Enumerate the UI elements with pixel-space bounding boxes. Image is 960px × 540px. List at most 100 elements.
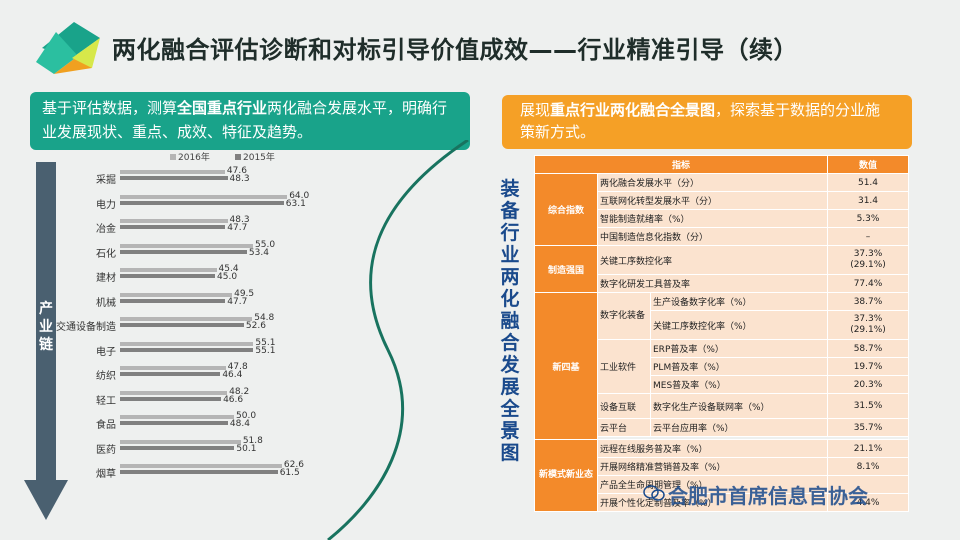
category-label: 采掘 — [96, 175, 116, 186]
row-value: 37.3% (29.1%) — [827, 310, 909, 340]
table-row: PLM普及率（%） 19.7% — [535, 357, 909, 376]
bar-s2016 — [120, 292, 233, 297]
table-row: 新模式新业态 远程在线服务普及率（%） 21.1% — [534, 439, 909, 512]
indicator-table: 指标 数值 综合指数 两化融合发展水平（分） 51.4 互联网化转型发展水平（分… — [534, 155, 909, 512]
data-label: 49.5 — [234, 288, 255, 299]
row-value: 77.4% — [827, 274, 909, 293]
category-label: 轻工 — [96, 395, 116, 407]
wechat-icon — [643, 485, 665, 501]
data-label: 46.4 — [222, 370, 243, 380]
row-label: 智能制造就绪率（%） — [597, 209, 828, 228]
data-label: 48.2 — [229, 386, 250, 397]
right-box-text: 展现 — [520, 101, 551, 119]
data-label: 47.7 — [227, 223, 248, 233]
row-value: 21.1% — [827, 439, 909, 458]
data-label: 52.6 — [245, 321, 266, 331]
row-label: 两化融合发展水平（分） — [597, 173, 828, 192]
data-label: 63.1 — [285, 198, 306, 209]
cat-manufacturing: 制造强国 — [534, 245, 598, 293]
logo-icon — [36, 22, 100, 74]
data-label: 47.8 — [227, 362, 248, 372]
bar-s2016 — [120, 170, 225, 174]
data-label: 55.1 — [255, 337, 276, 348]
row-label: 互联网化转型发展水平（分） — [597, 191, 828, 210]
category-label: 建材 — [96, 273, 116, 284]
bar-s2016 — [120, 415, 234, 419]
bar-s2015 — [120, 347, 254, 352]
page-title: 两化融合评估诊断和对标引导价值成效——行业精准引导（续） — [112, 36, 798, 64]
bar-s2015 — [120, 470, 278, 474]
bar-s2015 — [120, 200, 284, 205]
row-label: 数字化研发工具普及率 — [597, 274, 828, 293]
data-label: 48.4 — [229, 419, 250, 429]
bar-s2015 — [120, 372, 221, 376]
sub-cloud-platform: 云平台 — [597, 418, 651, 437]
row-value: 31.5% — [827, 393, 909, 419]
header-value: 数值 — [827, 155, 909, 174]
sub-digital-equipment: 数字化装备 — [597, 292, 651, 340]
cat-four-bases: 新四基 — [534, 292, 598, 440]
data-label: 50.0 — [236, 411, 257, 421]
left-box-text-2: 两化融合发展水平，明确行业发展现状、重点、成效、特征及趋势。 — [42, 99, 448, 141]
row-label: 关键工序数控化率（%） — [650, 310, 828, 340]
row-value — [827, 475, 909, 494]
data-label: 62.6 — [283, 460, 304, 470]
row-label: 数字化生产设备联网率（%） — [650, 393, 828, 419]
category-label: 冶金 — [96, 224, 116, 235]
arrow-label: 产业链 — [39, 301, 53, 353]
bar-s2016 — [120, 390, 228, 395]
table-row: 工业软件 ERP普及率（%） 58.7% — [535, 339, 909, 394]
data-label: 51.8 — [242, 435, 263, 446]
bar-s2015 — [120, 298, 226, 303]
data-label: 47.6 — [226, 166, 247, 176]
table-row: 综合指数 两化融合发展水平（分） 51.4 — [534, 173, 909, 246]
row-value: – — [827, 227, 909, 246]
bar-s2016 — [120, 341, 254, 346]
table-row: 制造强国 关键工序数控化率 37.3% (29.1%) — [534, 245, 909, 293]
row-value: 51.4 — [827, 173, 909, 192]
row-label: 远程在线服务普及率（%） — [597, 439, 828, 458]
cat-new-models: 新模式新业态 — [534, 439, 598, 512]
table-row: 设备互联 数字化生产设备联网率（%） 31.5% — [535, 393, 909, 419]
category-label: 交通设备制造 — [56, 322, 116, 333]
row-label: MES普及率（%） — [650, 375, 828, 394]
left-box-text: 基于评估数据，测算 — [42, 99, 178, 117]
legend-2016: 2016年 — [170, 150, 210, 163]
row-label: 生产设备数字化率（%） — [650, 292, 828, 311]
row-label: 开展网络精准营销普及率（%） — [597, 457, 828, 476]
sub-industrial-software: 工业软件 — [597, 339, 651, 394]
header-indicator: 指标 — [534, 155, 828, 174]
data-label: 46.6 — [223, 394, 244, 405]
watermark: 合肥市首席信息官协会 — [668, 484, 868, 508]
data-label: 53.4 — [248, 247, 269, 258]
category-label: 烟草 — [96, 469, 116, 480]
row-label: 云平台应用率（%） — [650, 418, 828, 437]
data-label: 64.0 — [289, 190, 310, 201]
row-label: PLM普及率（%） — [650, 357, 828, 376]
data-label: 61.5 — [279, 468, 300, 478]
legend-2015: 2015年 — [235, 150, 275, 163]
row-value: 5.3% — [827, 209, 909, 228]
row-label: 关键工序数控化率 — [597, 245, 828, 275]
bar-s2015 — [120, 396, 222, 401]
table-row: 开展网络精准营销普及率（%） 8.1% — [535, 457, 909, 476]
bar-s2016 — [120, 366, 226, 370]
row-value: 38.7% — [827, 292, 909, 311]
row-value: 8.1% — [827, 457, 909, 476]
bar-s2015 — [120, 176, 228, 180]
right-summary-box: 展现重点行业两化融合全景图，探索基于数据的分业施策新方式。 — [502, 95, 912, 149]
bar-s2015 — [120, 225, 226, 229]
row-value: 58.7% — [827, 339, 909, 358]
vertical-title: 装备行业两化融合发展全景图 — [500, 178, 520, 464]
s-curve-decoration — [327, 140, 469, 540]
data-label: 48.3 — [229, 215, 250, 225]
category-label: 纺织 — [96, 371, 116, 382]
bar-s2016 — [120, 194, 288, 199]
row-label: 中国制造信息化指数（分） — [597, 227, 828, 246]
bar-s2015 — [120, 323, 244, 327]
bar-s2016 — [120, 464, 282, 468]
data-label: 45.4 — [218, 264, 239, 274]
left-summary-box: 基于评估数据，测算全国重点行业两化融合发展水平，明确行业发展现状、重点、成效、特… — [30, 92, 470, 150]
cat-composite: 综合指数 — [534, 173, 598, 246]
bar-s2016 — [120, 317, 253, 321]
